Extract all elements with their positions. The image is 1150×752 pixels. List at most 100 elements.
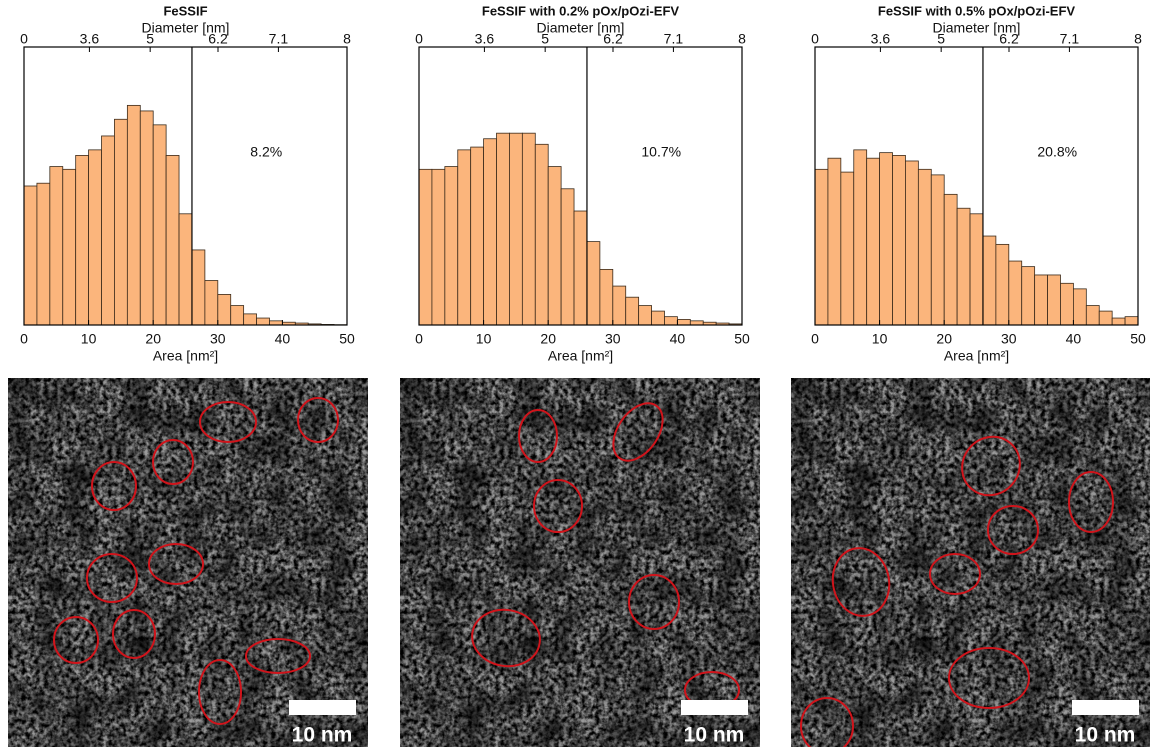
bar	[419, 169, 432, 325]
bar	[1125, 317, 1138, 325]
bar	[63, 169, 76, 325]
x-tick-label: 40	[275, 331, 291, 347]
bar	[102, 136, 115, 325]
x-tick-label: 30	[605, 331, 621, 347]
x-tick-label: 10	[476, 331, 492, 347]
x-tick-label: 10	[872, 331, 888, 347]
bar	[815, 169, 828, 325]
annotation: 10.7%	[641, 144, 681, 160]
image-shade	[400, 378, 760, 747]
bar	[1048, 275, 1061, 325]
bar	[548, 167, 561, 325]
x-tick-label: 50	[1130, 331, 1146, 347]
x-tick-label: 50	[734, 331, 750, 347]
x2-tick-label: 3.6	[475, 31, 495, 47]
bar	[854, 150, 867, 325]
bar	[690, 321, 703, 325]
x-axis-label: Area [nm²]	[153, 348, 218, 364]
bar	[1073, 289, 1086, 325]
bar	[50, 167, 63, 325]
x-tick-label: 20	[540, 331, 556, 347]
image-shade	[791, 378, 1150, 747]
bar	[1022, 267, 1035, 325]
x2-tick-label: 3.6	[871, 31, 891, 47]
scale-label: 10 nm	[292, 724, 353, 747]
x2-tick-label: 3.6	[80, 31, 100, 47]
bar	[257, 318, 270, 325]
bar	[24, 186, 37, 325]
bar	[114, 119, 127, 325]
bar	[509, 133, 522, 325]
bar	[166, 155, 179, 325]
x-tick-label: 20	[145, 331, 161, 347]
bar	[1060, 283, 1073, 325]
bar	[970, 214, 983, 325]
bar	[1112, 318, 1125, 325]
bar	[587, 242, 600, 325]
x-tick-label: 50	[339, 331, 355, 347]
x-axis-label: Area [nm²]	[548, 348, 613, 364]
x2-tick-label: 5	[937, 31, 945, 47]
bar	[484, 139, 497, 325]
scale-bar	[289, 700, 356, 715]
bar	[89, 150, 102, 325]
x2-tick-label: 6.2	[999, 31, 1019, 47]
bar	[867, 158, 880, 325]
tem-image: 10 nm	[400, 378, 760, 747]
x-tick-label: 0	[415, 331, 423, 347]
bar	[76, 155, 89, 325]
x-tick-label: 30	[210, 331, 226, 347]
annotation: 20.8%	[1037, 144, 1077, 160]
x2-tick-label: 7.1	[269, 31, 289, 47]
x-tick-label: 0	[811, 331, 819, 347]
bar	[471, 147, 484, 325]
bar	[127, 105, 140, 325]
bar	[231, 306, 244, 325]
bar	[931, 175, 944, 325]
x-tick-label: 20	[936, 331, 952, 347]
bar	[269, 321, 282, 325]
scale-label: 10 nm	[1075, 724, 1136, 747]
x-tick-label: 30	[1001, 331, 1017, 347]
scale-bar	[681, 700, 748, 715]
bar	[205, 281, 218, 325]
bar	[179, 214, 192, 325]
bar	[497, 133, 510, 325]
chart-title: FeSSIF with 0.5% pOx/pOzi-EFV	[878, 3, 1076, 18]
x2-tick-label: 0	[20, 31, 28, 47]
x2-tick-label: 0	[811, 31, 819, 47]
bar	[893, 155, 906, 325]
bar	[828, 158, 841, 325]
x2-tick-label: 5	[146, 31, 154, 47]
bar	[218, 294, 231, 325]
x2-tick-label: 6.2	[208, 31, 228, 47]
tem-images: 10 nm 10 nm 10 nm	[8, 378, 1150, 747]
bar	[140, 111, 153, 325]
bar	[244, 314, 257, 325]
scale-bar	[1072, 700, 1139, 715]
bar	[996, 244, 1009, 325]
x2-tick-label: 7.1	[1060, 31, 1080, 47]
x2-tick-label: 7.1	[664, 31, 684, 47]
scale-label: 10 nm	[684, 724, 745, 747]
bar	[1035, 275, 1048, 325]
bar	[841, 172, 854, 325]
bar	[918, 169, 931, 325]
x-tick-label: 40	[1066, 331, 1082, 347]
bar	[445, 167, 458, 325]
bar	[574, 211, 587, 325]
x2-tick-label: 8	[1134, 31, 1142, 47]
bar	[522, 133, 535, 325]
x-tick-label: 40	[670, 331, 686, 347]
bar	[905, 161, 918, 325]
bar	[880, 153, 893, 325]
bar	[37, 183, 50, 325]
bar	[432, 169, 445, 325]
bar	[1086, 306, 1099, 325]
x-tick-label: 10	[81, 331, 97, 347]
bar	[677, 319, 690, 325]
bar	[458, 150, 471, 325]
bar	[944, 194, 957, 325]
